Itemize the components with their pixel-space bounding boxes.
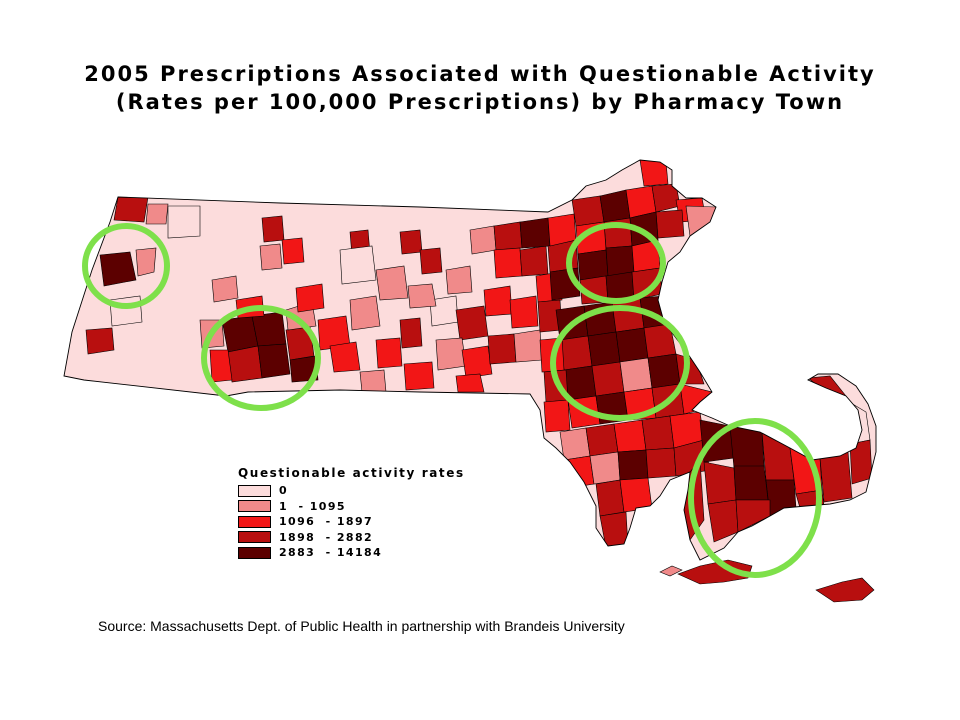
legend: Questionable activity rates 0 1 - 1095 1… bbox=[238, 466, 465, 561]
legend-label: 2883 - 14184 bbox=[279, 546, 383, 560]
legend-row: 1096 - 1897 bbox=[238, 514, 465, 530]
map-title: 2005 Prescriptions Associated with Quest… bbox=[0, 60, 960, 116]
legend-label: 1096 - 1897 bbox=[279, 515, 374, 529]
legend-row: 2883 - 14184 bbox=[238, 545, 465, 561]
legend-swatch bbox=[238, 500, 271, 513]
state-outline bbox=[63, 159, 877, 561]
legend-swatch bbox=[238, 531, 271, 544]
legend-row: 1898 - 2882 bbox=[238, 530, 465, 546]
legend-label: 0 bbox=[279, 484, 289, 498]
legend-swatch bbox=[238, 484, 271, 497]
highlight-circle-pittsfield bbox=[82, 223, 170, 309]
title-line-1: 2005 Prescriptions Associated with Quest… bbox=[84, 62, 876, 86]
highlight-circle-brockton bbox=[550, 305, 690, 421]
highlight-circle-springfield bbox=[201, 305, 321, 411]
legend-title: Questionable activity rates bbox=[238, 466, 465, 480]
highlight-circle-boston-north bbox=[566, 222, 666, 304]
legend-row: 1 - 1095 bbox=[238, 499, 465, 515]
town-berkshire-north bbox=[113, 196, 149, 223]
legend-row: 0 bbox=[238, 483, 465, 499]
source-note: Source: Massachusetts Dept. of Public He… bbox=[98, 618, 625, 634]
elizabeth-islands bbox=[659, 565, 683, 577]
legend-swatch bbox=[238, 515, 271, 528]
town-polygons bbox=[64, 160, 876, 560]
legend-label: 1898 - 2882 bbox=[279, 530, 374, 544]
nantucket bbox=[815, 577, 875, 603]
highlight-circle-cape-cod bbox=[688, 418, 822, 578]
legend-swatch bbox=[238, 546, 271, 559]
town-pittsfield-area bbox=[99, 251, 137, 287]
legend-label: 1 - 1095 bbox=[279, 499, 346, 513]
title-line-2: (Rates per 100,000 Prescriptions) by Pha… bbox=[115, 90, 845, 114]
